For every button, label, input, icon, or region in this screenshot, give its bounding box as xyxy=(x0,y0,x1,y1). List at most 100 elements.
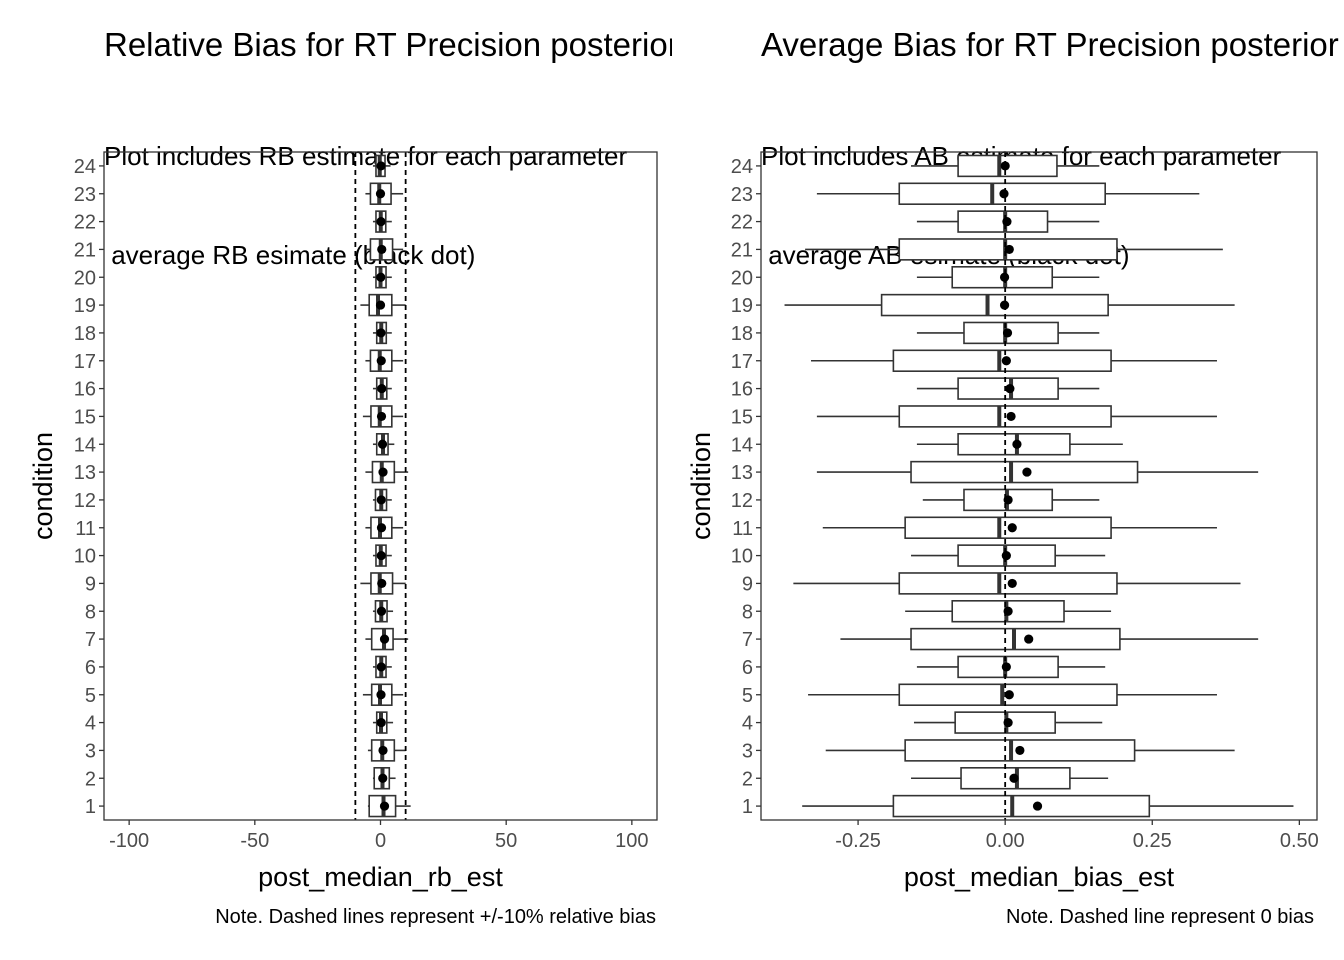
mean-dot xyxy=(1012,439,1022,449)
y-tick-label: 24 xyxy=(731,156,753,178)
y-tick-label: 4 xyxy=(85,713,96,735)
y-tick-label: 18 xyxy=(731,323,753,345)
y-tick-label: 12 xyxy=(74,490,96,512)
mean-dot xyxy=(376,662,386,672)
mean-dot xyxy=(1007,578,1017,589)
box-group xyxy=(840,627,1259,651)
box-group xyxy=(805,238,1223,261)
mean-dot xyxy=(1003,606,1013,616)
mean-dot xyxy=(377,578,387,589)
chart-subtitle: Plot includes RB estimate for each param… xyxy=(104,74,627,338)
x-tick-label: -100 xyxy=(109,830,149,852)
x-tick-label: 0.50 xyxy=(1280,830,1319,852)
x-axis-title: post_median_bias_est xyxy=(904,862,1175,892)
x-tick-label: -0.25 xyxy=(835,830,881,852)
y-tick-label: 8 xyxy=(742,601,753,623)
mean-dot xyxy=(379,801,390,811)
mean-dot xyxy=(376,272,386,282)
box-group xyxy=(367,794,411,818)
box-group xyxy=(793,572,1241,595)
box-group xyxy=(784,293,1235,317)
mean-dot xyxy=(1002,216,1012,227)
subtitle-line-1: Plot includes RB estimate for each param… xyxy=(104,141,628,171)
x-axis-title: post_median_rb_est xyxy=(258,862,503,892)
y-tick-label: 21 xyxy=(731,239,753,261)
mean-dot xyxy=(999,300,1010,310)
y-tick-label: 17 xyxy=(731,351,753,373)
y-tick-label: 15 xyxy=(74,406,96,428)
y-tick-label: 17 xyxy=(74,351,96,373)
left-chart-panel: Relative Bias for RT Precision posterior… xyxy=(28,26,672,928)
mean-dot xyxy=(376,356,386,366)
mean-dot xyxy=(1006,411,1016,422)
mean-dot xyxy=(1032,801,1043,811)
y-tick-label: 23 xyxy=(731,184,753,206)
y-tick-label: 13 xyxy=(731,462,753,484)
y-tick-label: 12 xyxy=(731,490,753,512)
mean-dot xyxy=(379,634,390,644)
mean-dot xyxy=(376,523,387,533)
y-tick-label: 8 xyxy=(85,601,96,623)
y-tick-label: 9 xyxy=(85,573,96,595)
box-group xyxy=(916,655,1106,679)
boxplot-chart: 123456789101112131415161718192021222324-… xyxy=(686,151,1319,892)
mean-dot xyxy=(375,300,386,310)
y-tick-label: 13 xyxy=(74,462,96,484)
mean-dot xyxy=(375,189,386,199)
mean-dot xyxy=(376,411,387,422)
mean-dot xyxy=(1001,662,1011,672)
y-tick-label: 5 xyxy=(742,685,753,707)
y-tick-label: 2 xyxy=(85,768,96,790)
mean-dot xyxy=(376,328,386,338)
y-tick-label: 4 xyxy=(742,713,753,735)
mean-dot xyxy=(1000,161,1010,171)
box-group xyxy=(816,460,1259,484)
mean-dot xyxy=(378,745,388,756)
mean-dot xyxy=(1001,550,1011,561)
mean-dot xyxy=(1024,634,1034,644)
mean-dot xyxy=(1005,383,1015,394)
x-tick-label: 100 xyxy=(615,830,648,852)
x-tick-label: 0.25 xyxy=(1133,830,1172,852)
y-tick-label: 11 xyxy=(732,518,753,540)
box xyxy=(880,293,1109,317)
y-tick-label: 6 xyxy=(85,657,96,679)
mean-dot xyxy=(1009,773,1019,783)
y-tick-label: 18 xyxy=(74,323,96,345)
mean-dot xyxy=(376,690,386,700)
chart-note: Note. Dashed line represent 0 bias xyxy=(1006,906,1314,928)
mean-dot xyxy=(376,550,386,561)
mean-dot xyxy=(377,383,387,394)
mean-dot xyxy=(1003,717,1013,728)
y-tick-label: 11 xyxy=(75,518,96,540)
y-tick-label: 14 xyxy=(74,434,96,456)
mean-dot xyxy=(377,244,387,255)
y-tick-label: 24 xyxy=(74,156,96,178)
x-tick-label: -50 xyxy=(240,830,269,852)
box-group xyxy=(811,349,1217,372)
y-tick-label: 6 xyxy=(742,657,753,679)
y-axis-title: condition xyxy=(686,432,716,540)
mean-dot xyxy=(999,189,1009,199)
box-group xyxy=(825,739,1235,762)
y-tick-label: 1 xyxy=(85,796,96,818)
y-tick-label: 3 xyxy=(742,740,753,762)
y-tick-label: 23 xyxy=(74,184,96,206)
y-tick-label: 3 xyxy=(85,740,96,762)
box-group xyxy=(822,516,1217,539)
y-tick-label: 7 xyxy=(742,629,753,651)
mean-dot xyxy=(376,161,386,171)
x-tick-label: 0.00 xyxy=(986,830,1025,852)
panel-border xyxy=(760,151,1318,821)
x-tick-label: 50 xyxy=(495,830,517,852)
mean-dot xyxy=(378,467,388,477)
mean-dot xyxy=(1004,690,1014,700)
chart-note: Note. Dashed lines represent +/-10% rela… xyxy=(215,906,656,928)
mean-dot xyxy=(1002,328,1013,338)
y-tick-label: 20 xyxy=(731,267,753,289)
y-axis-title: condition xyxy=(28,432,58,540)
mean-dot xyxy=(376,216,386,227)
mean-dot xyxy=(1007,523,1017,533)
boxplot-chart: 123456789101112131415161718192021222324-… xyxy=(28,151,658,892)
x-tick-label: 0 xyxy=(375,830,386,852)
